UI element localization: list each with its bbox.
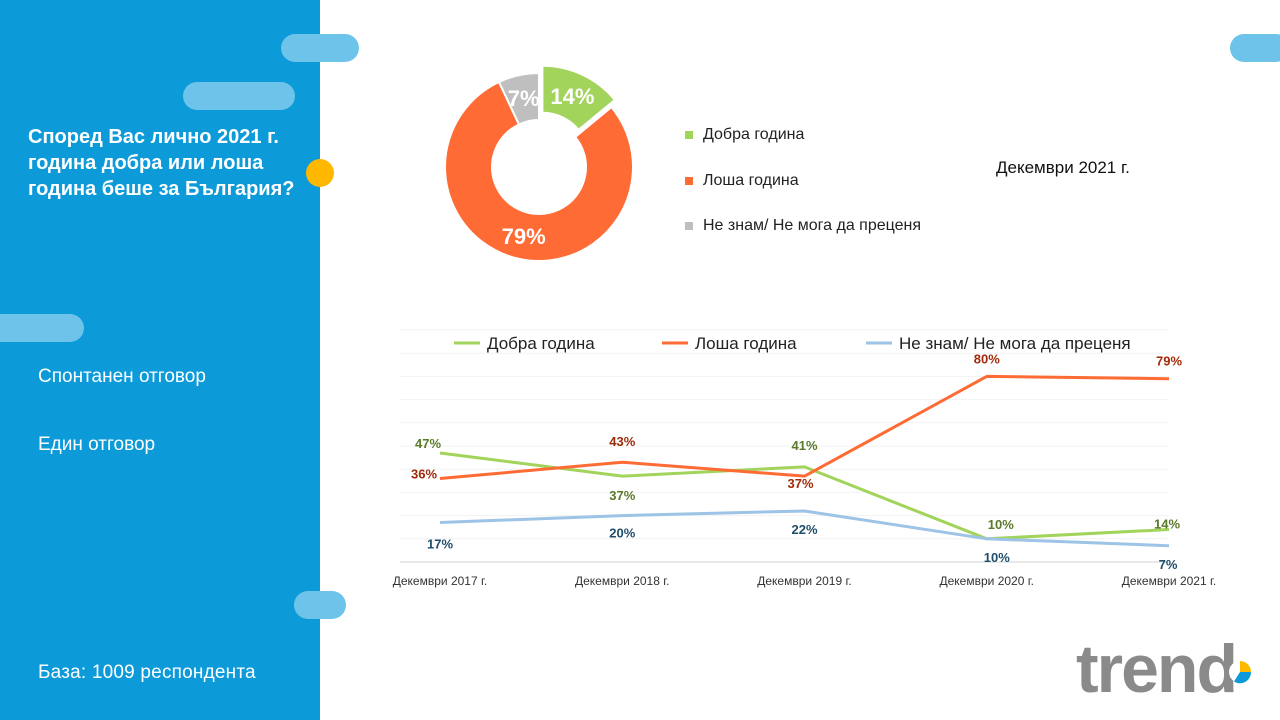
x-tick-label-2: Декември 2019 г.: [757, 574, 851, 588]
line-legend-label-0: Добра година: [487, 334, 595, 353]
logo-pie-icon: [1229, 661, 1252, 684]
data-label-s2-p0: 17%: [427, 537, 453, 552]
donut-slice-2: [497, 71, 540, 126]
x-tick-label-4: Декември 2021 г.: [1122, 574, 1216, 588]
data-label-s0-p0: 47%: [415, 436, 441, 451]
x-tick-label-3: Декември 2020 г.: [940, 574, 1034, 588]
legend-label-bad: Лоша година: [703, 172, 799, 189]
data-label-s2-p3: 10%: [984, 550, 1010, 565]
x-tick-label-0: Декември 2017 г.: [393, 574, 487, 588]
donut-value-label-0: 14%: [550, 84, 594, 109]
legend-marker-bad: [685, 177, 693, 185]
data-label-s1-p3: 80%: [974, 351, 1000, 366]
donut-slice-1: [444, 80, 634, 262]
data-label-s0-p3: 10%: [988, 517, 1014, 532]
data-label-s1-p1: 43%: [609, 434, 635, 449]
decorative-pill: [183, 82, 295, 110]
legend-marker-good: [685, 131, 693, 139]
sidebar-panel: Според Вас лично 2021 г. година добра ил…: [0, 0, 320, 720]
line-legend-label-1: Лоша година: [695, 334, 797, 353]
data-label-s0-p2: 41%: [791, 438, 817, 453]
decorative-pill: [0, 314, 84, 342]
single-answer-note: Един отговор: [38, 434, 156, 455]
donut-chart: 14% 79% 7%: [444, 64, 634, 262]
legend-label-good: Добра година: [703, 126, 805, 143]
donut-value-label-1: 79%: [502, 224, 546, 249]
data-label-s0-p1: 37%: [609, 488, 635, 503]
spontaneous-answer-note: Спонтанен отговор: [38, 366, 206, 387]
decorative-pill: [294, 591, 346, 619]
legend-label-dont-know: Не знам/ Не мога да преценя: [703, 217, 922, 234]
donut-subtitle: Декември 2021 г.: [996, 158, 1130, 177]
series-line-2: [439, 509, 1170, 548]
question-title: Според Вас лично 2021 г. година добра ил…: [28, 126, 295, 200]
series-line-1: [439, 374, 1170, 480]
data-label-s2-p1: 20%: [609, 526, 635, 541]
donut-value-label-2: 7%: [508, 86, 540, 111]
data-label-s1-p0: 36%: [411, 466, 437, 481]
data-label-s1-p2: 37%: [787, 476, 813, 491]
trend-logo-text: trend: [1076, 634, 1236, 704]
x-tick-label-1: Декември 2018 г.: [575, 574, 669, 588]
donut-slice-0: [541, 64, 617, 132]
decorative-pill: [281, 34, 359, 62]
data-label-s1-p4: 79%: [1156, 354, 1182, 369]
accent-dot: [306, 159, 334, 187]
sample-base-note: База: 1009 респондента: [38, 662, 256, 683]
data-label-s2-p4: 7%: [1159, 557, 1178, 572]
decorative-pill: [1230, 34, 1280, 62]
line-legend-label-2: Не знам/ Не мога да преценя: [899, 334, 1131, 353]
data-label-s2-p2: 22%: [791, 522, 817, 537]
legend-marker-dont-know: [685, 222, 693, 230]
data-label-s0-p4: 14%: [1154, 517, 1180, 532]
trend-logo: trend: [1076, 634, 1252, 704]
